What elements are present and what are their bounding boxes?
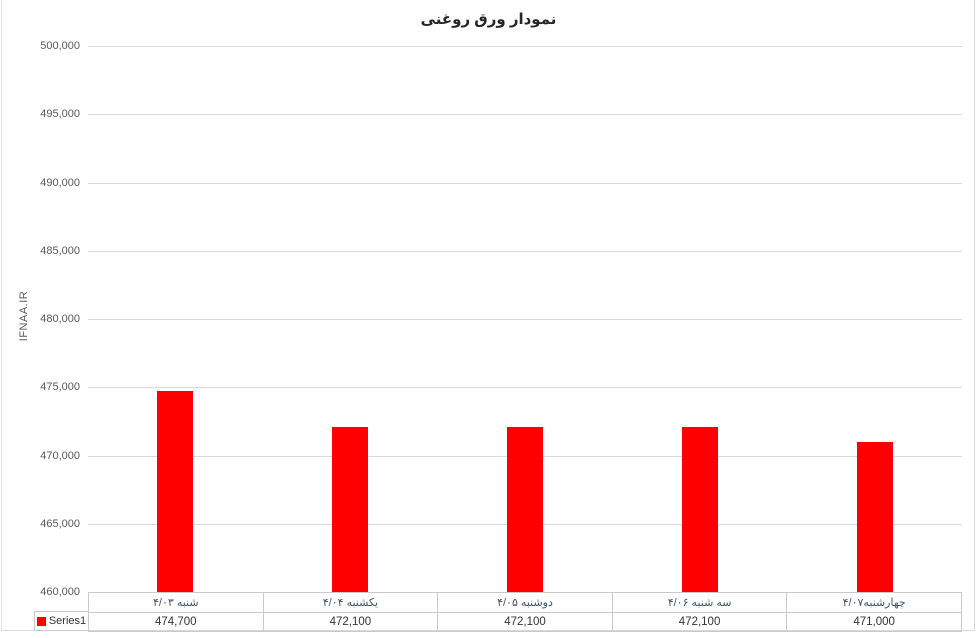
legend-cell: Series1 bbox=[34, 611, 88, 631]
value-cell: 472,100 bbox=[264, 613, 439, 631]
y-tick-label: 495,000 bbox=[40, 108, 80, 121]
y-tick-label: 470,000 bbox=[40, 449, 80, 462]
value-cell: 472,100 bbox=[438, 613, 613, 631]
bar bbox=[507, 426, 543, 592]
category-cell: دوشنبه ۴/۰۵ bbox=[438, 593, 613, 612]
y-tick-label: 500,000 bbox=[40, 40, 80, 52]
series-values-row: 474,700 472,100 472,100 472,100 471,000 bbox=[89, 613, 961, 631]
category-header-row: شنبه ۴/۰۳ یکشنبه ۴/۰۴ دوشنبه ۴/۰۵ سه شنبه ۴… bbox=[89, 593, 961, 613]
series1-legend-label: Series1 bbox=[48, 615, 87, 627]
category-cell: سه شنبه ۴/۰۶ bbox=[613, 593, 788, 612]
category-cell: یکشنبه ۴/۰۴ bbox=[264, 593, 439, 612]
series1-legend-swatch bbox=[36, 616, 46, 626]
gridline bbox=[88, 319, 962, 320]
data-table: شنبه ۴/۰۳ یکشنبه ۴/۰۴ دوشنبه ۴/۰۵ سه شنبه ۴… bbox=[88, 592, 962, 632]
y-tick-label: 485,000 bbox=[40, 244, 80, 257]
bar bbox=[856, 441, 893, 592]
gridline bbox=[88, 114, 962, 116]
category-cell: شنبه ۴/۰۳ bbox=[89, 593, 264, 612]
chart-title: نمودار ورق روغنی bbox=[420, 11, 557, 28]
value-cell: 474,700 bbox=[89, 613, 264, 631]
y-tick-label: 460,000 bbox=[40, 586, 80, 598]
gridline bbox=[88, 250, 962, 252]
bar bbox=[332, 426, 369, 592]
bar bbox=[157, 391, 194, 592]
value-cell: 471,000 bbox=[853, 616, 895, 628]
bar bbox=[681, 426, 718, 592]
gridline bbox=[88, 387, 962, 389]
y-tick-label: 465,000 bbox=[40, 517, 80, 530]
y-tick-label: 490,000 bbox=[40, 176, 80, 189]
y-tick-label: 475,000 bbox=[40, 381, 80, 394]
gridline bbox=[88, 182, 962, 184]
y-tick-label: 480,000 bbox=[40, 313, 80, 325]
category-cell: چهارشنبه۴/۰۷ bbox=[842, 597, 906, 609]
value-cell: 472,100 bbox=[613, 613, 788, 631]
gridline bbox=[88, 46, 962, 47]
